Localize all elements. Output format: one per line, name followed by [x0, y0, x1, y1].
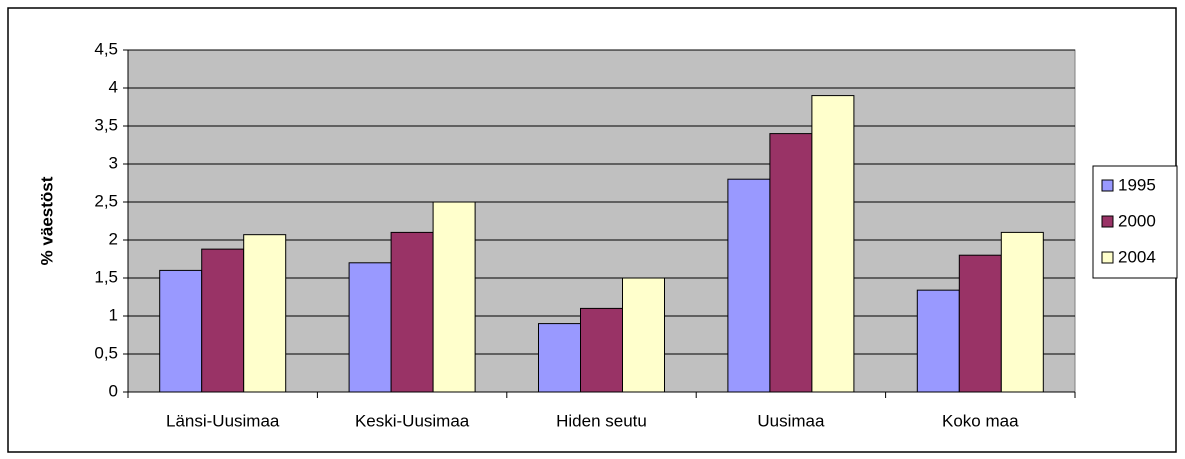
- bar: [390, 231, 434, 393]
- bar: [916, 289, 960, 393]
- y-tick-label: 1: [109, 305, 118, 324]
- y-tick-label: 4: [109, 77, 118, 96]
- bar: [1000, 231, 1044, 393]
- legend-swatch: [1101, 251, 1114, 264]
- bar: [243, 234, 287, 393]
- x-tick-label: Uusimaa: [757, 411, 825, 430]
- bar: [538, 323, 581, 393]
- y-tick-label: 1,5: [94, 267, 118, 286]
- y-tick-label: 0: [109, 381, 118, 400]
- bar: [580, 307, 623, 393]
- legend-label: 2004: [1118, 247, 1156, 266]
- legend-label: 2000: [1118, 211, 1156, 230]
- y-axis-title: % väestöst: [37, 176, 56, 265]
- bar: [348, 262, 392, 393]
- legend-swatch: [1101, 215, 1114, 228]
- bar: [432, 201, 476, 393]
- bar: [159, 269, 203, 393]
- y-tick-label: 2: [109, 229, 118, 248]
- y-tick-label: 0,5: [94, 343, 118, 362]
- bar: [727, 178, 771, 393]
- x-tick-label: Keski-Uusimaa: [355, 411, 470, 430]
- legend-swatch: [1101, 179, 1114, 192]
- bar: [811, 95, 855, 393]
- bar: [201, 248, 245, 393]
- x-tick-label: Hiden seutu: [556, 411, 647, 430]
- bar: [622, 277, 665, 393]
- x-tick-label: Länsi-Uusimaa: [166, 411, 280, 430]
- x-tick-label: Koko maa: [942, 411, 1019, 430]
- legend-label: 1995: [1118, 175, 1156, 194]
- bar: [958, 254, 1002, 393]
- y-tick-label: 3: [109, 153, 118, 172]
- y-tick-label: 2,5: [94, 191, 118, 210]
- y-tick-label: 3,5: [94, 115, 118, 134]
- bar: [769, 133, 813, 393]
- y-tick-label: 4,5: [94, 39, 118, 58]
